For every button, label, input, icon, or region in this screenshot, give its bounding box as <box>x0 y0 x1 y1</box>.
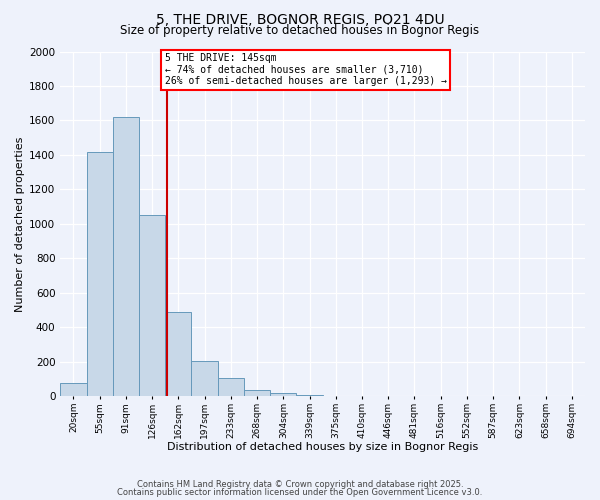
Text: Size of property relative to detached houses in Bognor Regis: Size of property relative to detached ho… <box>121 24 479 37</box>
Bar <box>218 378 244 396</box>
Text: 5 THE DRIVE: 145sqm
← 74% of detached houses are smaller (3,710)
26% of semi-det: 5 THE DRIVE: 145sqm ← 74% of detached ho… <box>165 53 447 86</box>
Bar <box>270 393 296 396</box>
Text: 5, THE DRIVE, BOGNOR REGIS, PO21 4DU: 5, THE DRIVE, BOGNOR REGIS, PO21 4DU <box>155 12 445 26</box>
Bar <box>165 312 191 396</box>
Y-axis label: Number of detached properties: Number of detached properties <box>15 136 25 312</box>
X-axis label: Distribution of detached houses by size in Bognor Regis: Distribution of detached houses by size … <box>167 442 478 452</box>
Bar <box>139 216 165 396</box>
Bar <box>113 117 139 396</box>
Bar <box>86 152 113 396</box>
Bar <box>296 394 323 396</box>
Bar <box>60 382 86 396</box>
Text: Contains HM Land Registry data © Crown copyright and database right 2025.: Contains HM Land Registry data © Crown c… <box>137 480 463 489</box>
Text: Contains public sector information licensed under the Open Government Licence v3: Contains public sector information licen… <box>118 488 482 497</box>
Bar <box>191 361 218 396</box>
Bar <box>244 390 270 396</box>
